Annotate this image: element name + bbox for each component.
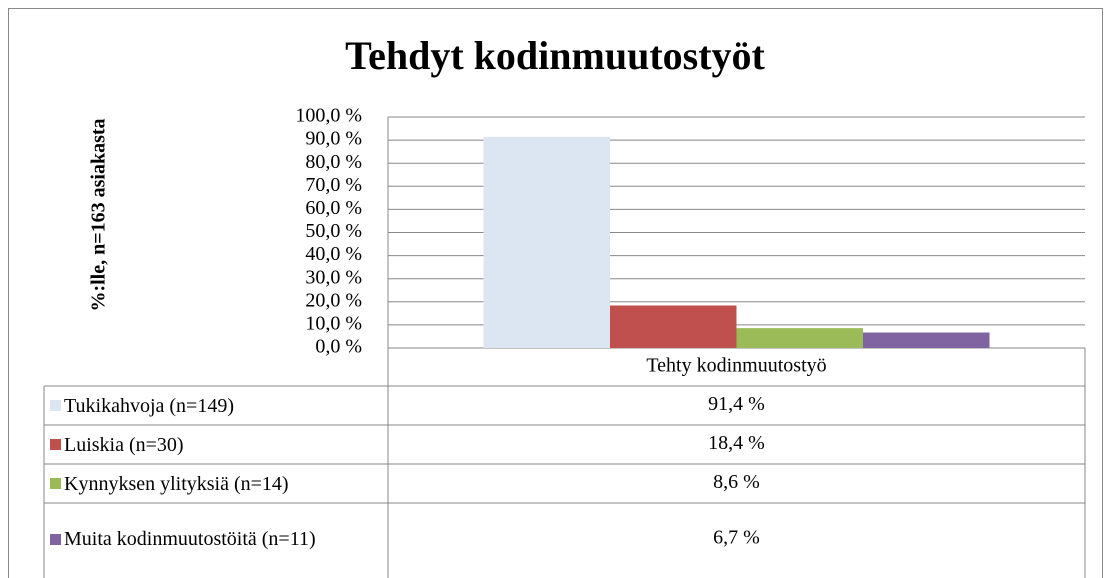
- bar: [483, 136, 610, 348]
- y-tick-label: 10,0 %: [305, 312, 362, 334]
- legend-cell: Kynnyksen ylityksiä (n=14): [44, 464, 388, 503]
- y-tick-label: 90,0 %: [305, 128, 362, 150]
- y-tick-label: 80,0 %: [305, 151, 362, 173]
- legend-label: Tukikahvoja (n=149): [64, 394, 234, 417]
- value-label: 8,6 %: [713, 471, 760, 493]
- legend-cell: Tukikahvoja (n=149): [44, 386, 388, 425]
- legend-entry: Tukikahvoja (n=149): [44, 386, 388, 425]
- legend-key: [50, 533, 61, 545]
- y-tick-label: 60,0 %: [305, 197, 362, 219]
- legend-key: [50, 400, 61, 411]
- x-tick-label: Tehty kodinmuutostyö: [646, 355, 826, 377]
- legend-label: Muita kodinmuutostöitä (n=11): [64, 528, 316, 550]
- legend-entry: Kynnyksen ylityksiä (n=14): [44, 464, 388, 503]
- y-tick-label: 70,0 %: [305, 174, 362, 196]
- y-tick-label: 40,0 %: [305, 243, 362, 265]
- y-tick-label: 100,0 %: [295, 105, 362, 127]
- y-tick-label: 20,0 %: [305, 289, 362, 311]
- legend-key: [50, 439, 61, 450]
- y-tick-label: 50,0 %: [305, 220, 362, 242]
- chart-title: Tehdyt kodinmuutostyöt: [345, 33, 765, 78]
- legend-entry: Muita kodinmuutostöitä (n=11): [44, 503, 388, 575]
- legend-label: Kynnyksen ylityksiä (n=14): [64, 472, 289, 495]
- legend-entry: Luiskia (n=30): [44, 425, 388, 464]
- bar: [610, 305, 737, 348]
- bar: [863, 332, 990, 348]
- legend-label: Luiskia (n=30): [64, 433, 184, 456]
- y-tick-label: 0,0 %: [315, 336, 362, 358]
- y-tick-label: 30,0 %: [305, 266, 362, 288]
- value-label: 6,7 %: [713, 527, 760, 549]
- value-label: 91,4 %: [708, 393, 765, 415]
- bar: [736, 328, 863, 348]
- chart-border: [8, 8, 1103, 578]
- y-axis-title: %:lle, n=163 asiakasta: [88, 118, 110, 311]
- legend-cell: Luiskia (n=30): [44, 425, 388, 464]
- legend-key: [50, 478, 61, 489]
- value-label: 18,4 %: [708, 432, 765, 454]
- legend-cell: Muita kodinmuutostöitä (n=11): [44, 503, 388, 575]
